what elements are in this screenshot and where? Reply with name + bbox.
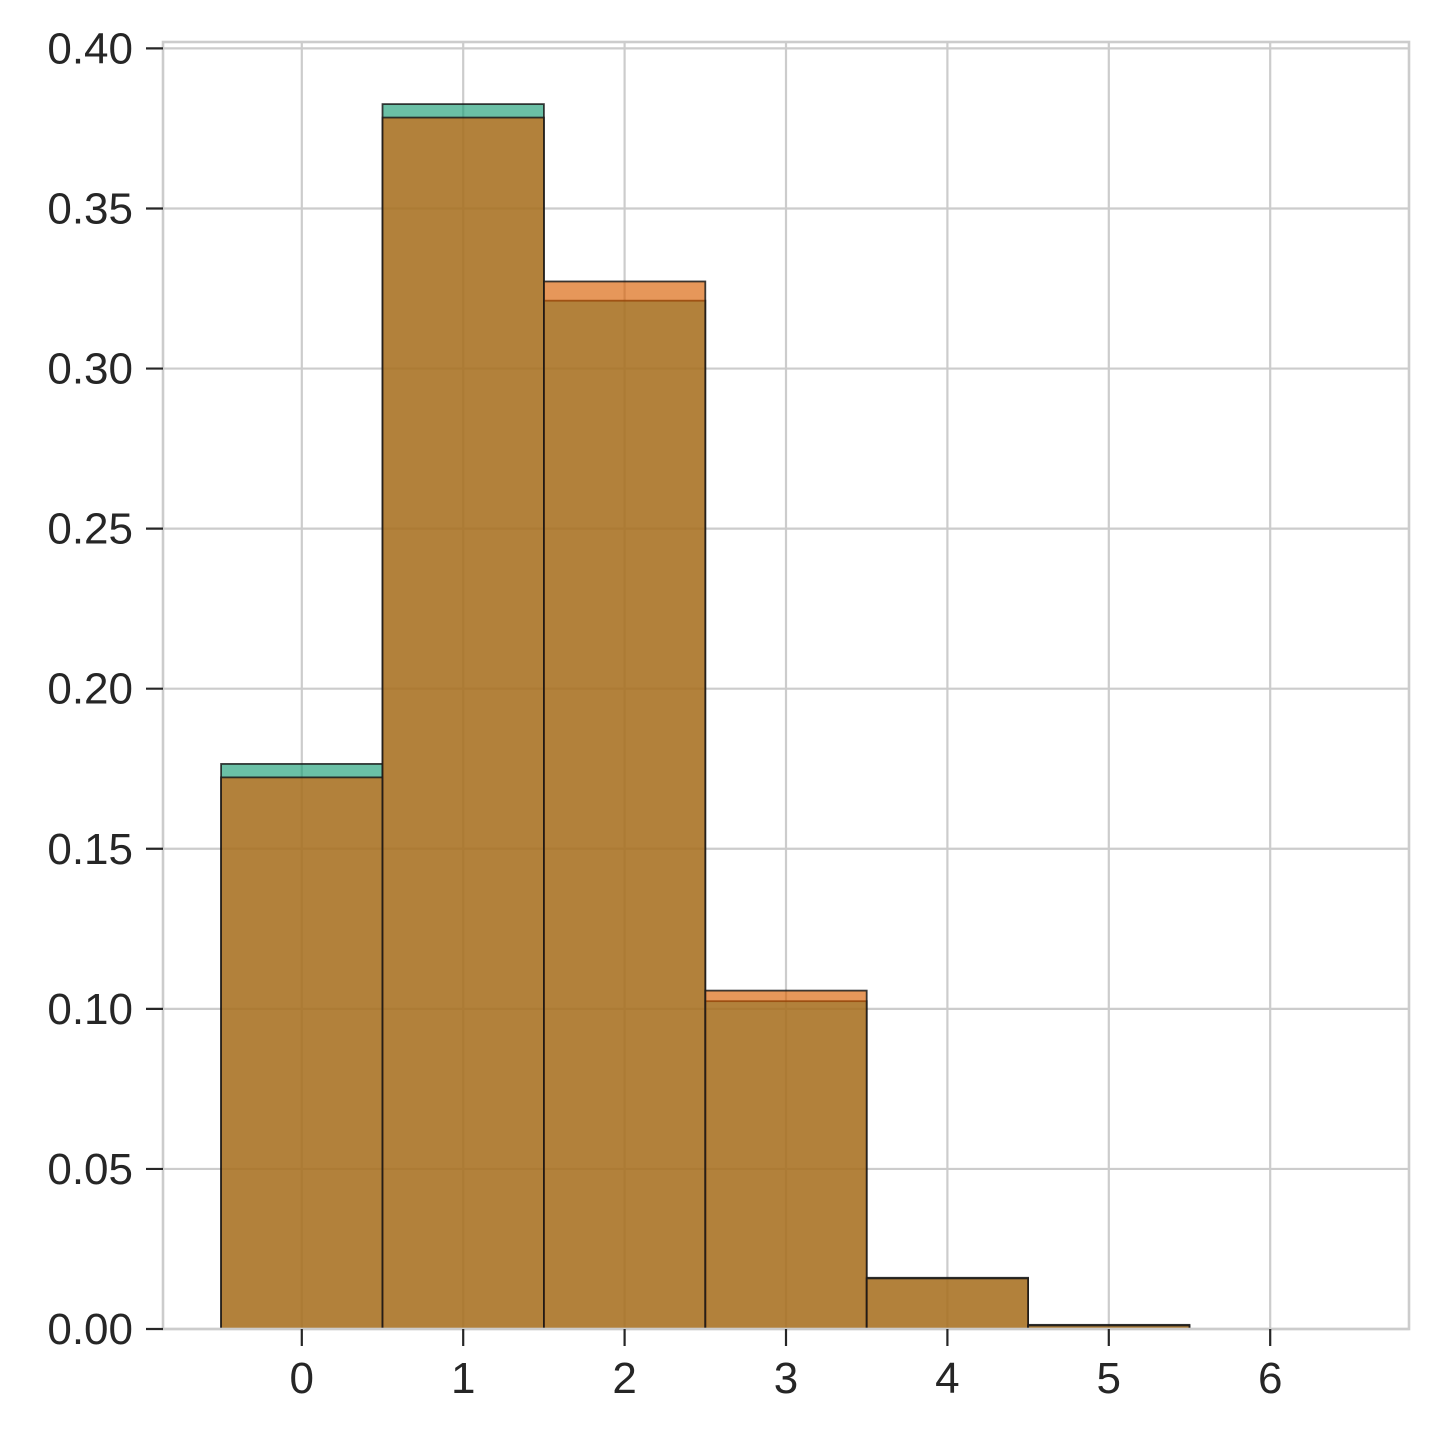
x-tick-label: 5	[1097, 1354, 1121, 1403]
bar-series-1-bin-3	[704, 989, 868, 1330]
bar-series-1-bin-1	[381, 116, 545, 1330]
x-tick-label: 0	[290, 1354, 314, 1403]
axes-layer: 0.00 0.05 0.10 0.15 0.20 0.25 0.30 0.35 0.40 0 1 2 3…	[47, 24, 1411, 1403]
bars-layer	[220, 103, 1191, 1330]
bar-series-1-bin-2	[543, 280, 707, 1330]
x-tick-label: 1	[451, 1354, 475, 1403]
y-tick-label: 0.30	[47, 345, 133, 394]
y-tick-label: 0.25	[47, 505, 133, 554]
bar-series-1-bin-0	[220, 776, 384, 1330]
x-tick-label: 3	[774, 1354, 798, 1403]
y-tick-label: 0.40	[47, 24, 133, 73]
x-tick-label: 4	[935, 1354, 959, 1403]
y-tick-label: 0.35	[47, 184, 133, 233]
x-tick-label: 6	[1258, 1354, 1282, 1403]
y-tick-label: 0.05	[47, 1145, 133, 1194]
bar-series-1-bin-4	[865, 1277, 1029, 1330]
x-tick-label: 2	[612, 1354, 636, 1403]
y-tick-label: 0.00	[47, 1305, 133, 1354]
y-tick-label: 0.20	[47, 665, 133, 714]
y-tick-label: 0.15	[47, 825, 133, 874]
y-tick-label: 0.10	[47, 985, 133, 1034]
